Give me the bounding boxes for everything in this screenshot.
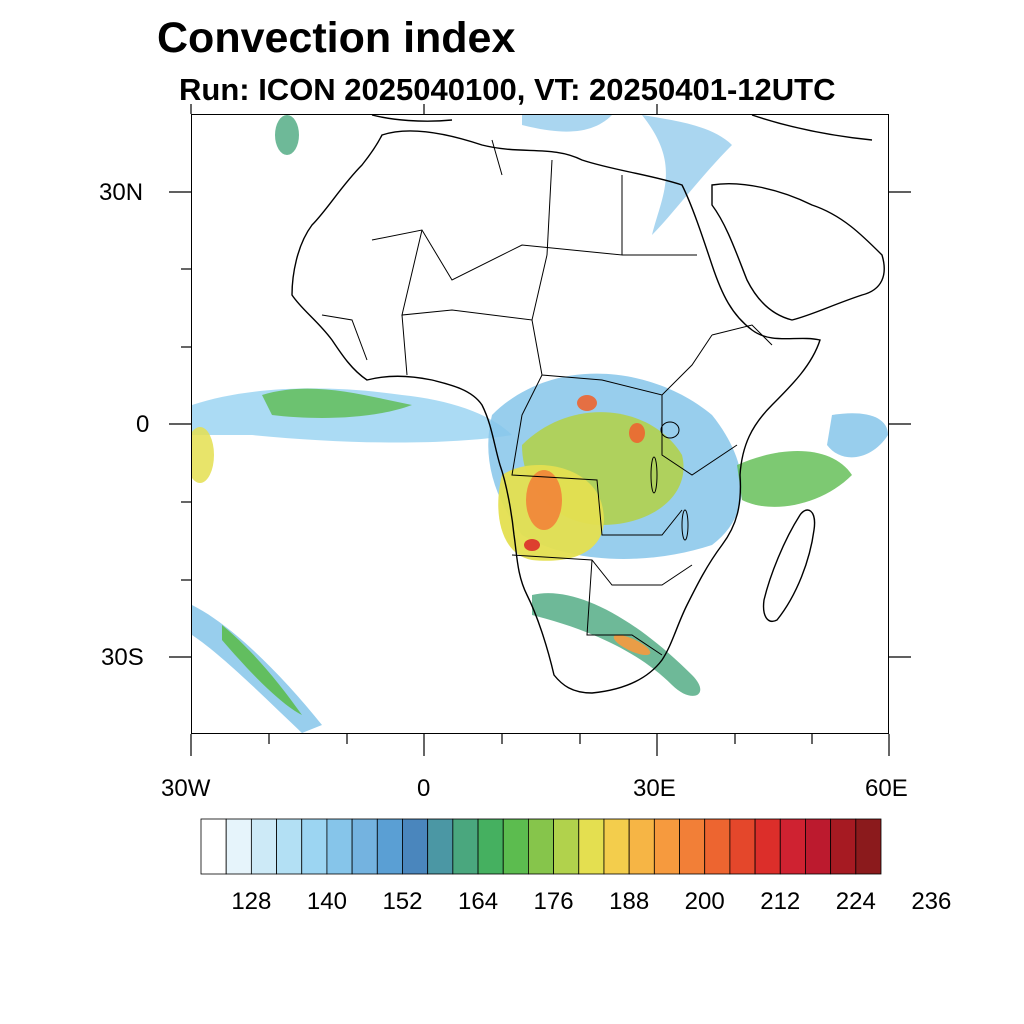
colorbar-box xyxy=(225,818,252,875)
colorbar-tick-label: 188 xyxy=(609,888,650,915)
colorbar-box xyxy=(376,818,403,875)
colorbar-box xyxy=(729,818,756,875)
colorbar-box xyxy=(754,818,781,875)
lon-label-60e: 60E xyxy=(865,775,908,802)
map-frame xyxy=(191,114,889,734)
lake-malawi xyxy=(681,509,689,541)
border-1 xyxy=(371,175,623,281)
colorbar-box xyxy=(628,818,655,875)
colorbar-box xyxy=(351,818,378,875)
colorbar-tick-label: 128 xyxy=(231,888,272,915)
shading-indian-ocean xyxy=(737,451,852,507)
colorbar-tick-label: 140 xyxy=(306,888,347,915)
shading-lakes-hot xyxy=(629,423,645,443)
border-8 xyxy=(661,395,738,476)
map-subtitle: Run: ICON 2025040100, VT: 20250401-12UTC xyxy=(179,72,836,107)
border-10 xyxy=(711,324,773,346)
colorbar-box xyxy=(704,818,731,875)
shading-south-hot xyxy=(613,634,651,656)
country-borders xyxy=(321,139,773,656)
colorbar-box xyxy=(250,818,277,875)
colorbar-box xyxy=(653,818,680,875)
colorbar-box xyxy=(553,818,580,875)
colorbar-box xyxy=(603,818,630,875)
shading-northwest-blob xyxy=(275,115,299,155)
lat-label-30n: 30N xyxy=(99,179,144,206)
shading-south-atlantic-core xyxy=(222,625,302,715)
colorbar-box xyxy=(502,818,529,875)
map-ticks xyxy=(169,104,911,756)
shading-congo-hot xyxy=(577,395,597,411)
shading-angola-hot xyxy=(526,470,562,530)
colorbar-box xyxy=(679,818,706,875)
colorbar-box xyxy=(200,818,227,875)
colorbar-box xyxy=(276,818,303,875)
colorbar-tick-label: 152 xyxy=(382,888,423,915)
colorbar-box xyxy=(830,818,857,875)
colorbar xyxy=(200,818,882,875)
border-2 xyxy=(491,139,697,256)
colorbar-box xyxy=(301,818,328,875)
madagascar-coastline xyxy=(762,509,816,622)
colorbar-tick-label: 176 xyxy=(533,888,574,915)
colorbar-tick-label: 164 xyxy=(458,888,499,915)
border-7 xyxy=(586,559,663,656)
med-coast-north xyxy=(371,115,453,122)
colorbar-tick-label: 200 xyxy=(684,888,725,915)
shading-angola-max xyxy=(524,539,540,551)
convection-shading xyxy=(192,115,888,733)
colorbar-box xyxy=(477,818,504,875)
lon-label-30w: 30W xyxy=(161,775,211,802)
map-title: Convection index xyxy=(157,14,516,62)
lake-victoria xyxy=(660,421,680,439)
colorbar-box xyxy=(427,818,454,875)
colorbar-box xyxy=(805,818,832,875)
border-5 xyxy=(511,374,683,536)
colorbar-box xyxy=(528,818,554,875)
colorbar-box xyxy=(326,818,353,875)
border-4 xyxy=(531,319,713,396)
colorbar-box xyxy=(779,818,806,875)
lat-label-0: 0 xyxy=(136,411,150,438)
shading-mediterranean xyxy=(522,115,612,132)
shading-south-band xyxy=(532,593,701,696)
colorbar-box xyxy=(402,818,429,875)
lon-label-0: 0 xyxy=(417,775,431,802)
colorbar-box xyxy=(855,818,882,875)
border-6 xyxy=(511,554,693,586)
colorbar-tick-label: 224 xyxy=(835,888,876,915)
lat-label-30s: 30S xyxy=(101,644,144,671)
turkey-coast xyxy=(751,115,873,141)
africa-coastline xyxy=(291,130,821,694)
colorbar-box xyxy=(578,818,605,875)
shading-atlantic-core xyxy=(262,388,412,418)
colorbar-box xyxy=(452,818,479,875)
colorbar-tick-label: 212 xyxy=(760,888,801,915)
border-9 xyxy=(321,314,408,376)
lon-label-30e: 30E xyxy=(633,775,676,802)
convection-map xyxy=(192,115,888,733)
border-3 xyxy=(401,229,548,321)
lakes xyxy=(650,421,689,541)
coastlines xyxy=(291,115,885,694)
colorbar-tick-label: 236 xyxy=(911,888,952,915)
shading-west-edge xyxy=(192,427,214,483)
lake-tanganyika xyxy=(650,456,658,494)
arabia-coastline xyxy=(711,183,885,321)
shading-north-streak xyxy=(642,115,732,235)
shading-east-band xyxy=(827,413,888,458)
